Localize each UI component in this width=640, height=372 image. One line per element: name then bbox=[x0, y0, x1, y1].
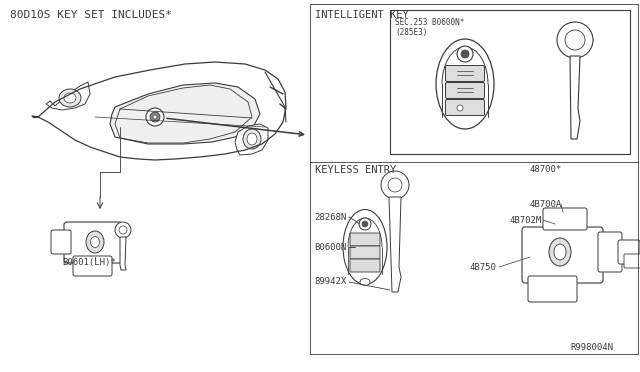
Ellipse shape bbox=[90, 237, 99, 247]
Polygon shape bbox=[110, 83, 260, 144]
Circle shape bbox=[457, 105, 463, 111]
Ellipse shape bbox=[436, 39, 494, 129]
Circle shape bbox=[557, 22, 593, 58]
FancyBboxPatch shape bbox=[522, 227, 603, 283]
Polygon shape bbox=[389, 197, 401, 292]
FancyBboxPatch shape bbox=[350, 233, 380, 246]
Circle shape bbox=[359, 218, 371, 230]
FancyBboxPatch shape bbox=[624, 254, 640, 268]
Polygon shape bbox=[46, 82, 90, 110]
Polygon shape bbox=[120, 237, 126, 270]
Ellipse shape bbox=[86, 231, 104, 253]
Ellipse shape bbox=[343, 209, 387, 285]
FancyBboxPatch shape bbox=[543, 208, 587, 230]
FancyBboxPatch shape bbox=[64, 222, 122, 263]
Circle shape bbox=[457, 46, 473, 62]
Text: 89942X: 89942X bbox=[314, 278, 346, 286]
Text: 4B702M: 4B702M bbox=[510, 215, 542, 224]
Text: INTELLIGENT KEY: INTELLIGENT KEY bbox=[315, 10, 409, 20]
Ellipse shape bbox=[59, 89, 81, 107]
Text: 4B750: 4B750 bbox=[470, 263, 497, 272]
Ellipse shape bbox=[247, 133, 257, 145]
Text: KEYLESS ENTRY: KEYLESS ENTRY bbox=[315, 165, 396, 175]
Circle shape bbox=[119, 226, 127, 234]
Bar bbox=[390, 10, 630, 154]
FancyBboxPatch shape bbox=[73, 256, 112, 276]
FancyBboxPatch shape bbox=[445, 83, 484, 99]
Polygon shape bbox=[32, 62, 286, 160]
FancyBboxPatch shape bbox=[350, 246, 380, 259]
Ellipse shape bbox=[360, 279, 370, 285]
FancyBboxPatch shape bbox=[51, 230, 71, 254]
Text: 28268N: 28268N bbox=[314, 212, 346, 221]
Polygon shape bbox=[235, 124, 268, 155]
Text: 4B700A: 4B700A bbox=[530, 199, 563, 208]
Circle shape bbox=[381, 171, 409, 199]
Text: SEC.253 B0600N*: SEC.253 B0600N* bbox=[395, 18, 465, 27]
FancyBboxPatch shape bbox=[350, 259, 380, 272]
FancyBboxPatch shape bbox=[445, 65, 484, 81]
Polygon shape bbox=[570, 56, 580, 139]
Ellipse shape bbox=[554, 244, 566, 260]
Text: B0600N: B0600N bbox=[314, 243, 346, 251]
Text: R998004N: R998004N bbox=[570, 343, 613, 352]
Circle shape bbox=[146, 108, 164, 126]
Circle shape bbox=[115, 222, 131, 238]
Text: B0601(LH)*: B0601(LH)* bbox=[62, 257, 116, 266]
Ellipse shape bbox=[549, 238, 571, 266]
FancyBboxPatch shape bbox=[618, 240, 640, 264]
Text: (285E3): (285E3) bbox=[395, 28, 428, 37]
Circle shape bbox=[153, 115, 157, 119]
Circle shape bbox=[362, 221, 368, 227]
Text: 48700*: 48700* bbox=[530, 165, 563, 174]
Circle shape bbox=[565, 30, 585, 50]
FancyBboxPatch shape bbox=[528, 276, 577, 302]
Text: 80D10S KEY SET INCLUDES*: 80D10S KEY SET INCLUDES* bbox=[10, 10, 172, 20]
Circle shape bbox=[461, 50, 469, 58]
FancyBboxPatch shape bbox=[445, 99, 484, 115]
Ellipse shape bbox=[243, 129, 261, 149]
Ellipse shape bbox=[64, 93, 76, 103]
Circle shape bbox=[150, 112, 160, 122]
FancyBboxPatch shape bbox=[598, 232, 622, 272]
Circle shape bbox=[388, 178, 402, 192]
